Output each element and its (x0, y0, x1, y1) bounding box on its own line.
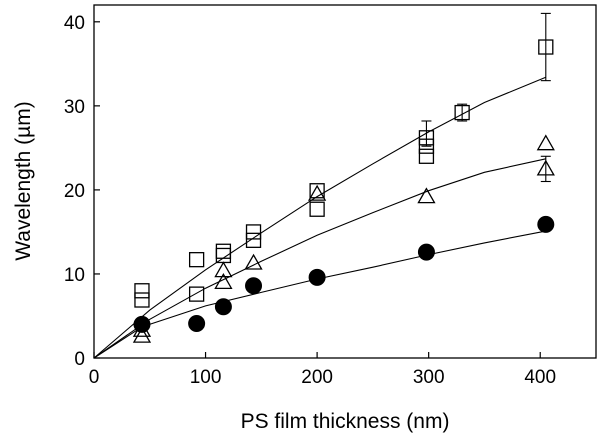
point-open-square-5 (215, 247, 232, 264)
point-open-triangle-2 (214, 273, 233, 290)
fit-lines (93, 76, 547, 359)
plot-frame (93, 4, 597, 359)
x-tick-label-1: 100 (190, 367, 222, 388)
point-open-triangle-0 (132, 326, 152, 343)
x-tick-label-2: 200 (301, 367, 333, 388)
point-open-square-12 (418, 130, 435, 146)
point-filled-circle-1 (188, 315, 206, 333)
x-tick-label-0: 0 (89, 367, 100, 388)
error-bar-open-square-2 (540, 12, 551, 82)
y-tick-label-1: 10 (64, 265, 85, 286)
point-open-triangle-6 (417, 187, 436, 204)
point-filled-circle-2 (214, 298, 232, 316)
point-open-square-11 (418, 138, 435, 154)
error-bar-open-square-0 (421, 120, 432, 147)
y-tick-label-2: 20 (64, 181, 85, 202)
x-tick-label-4: 400 (524, 367, 556, 388)
fit-line-open-triangle (93, 158, 546, 359)
point-open-square-6 (245, 232, 262, 248)
axes (93, 4, 597, 359)
error-bars (421, 12, 551, 183)
point-filled-circle-6 (537, 215, 555, 233)
fit-line-open-square (93, 76, 547, 359)
point-open-square-3 (188, 252, 205, 268)
data-points (132, 39, 555, 343)
point-filled-circle-5 (417, 243, 435, 261)
point-filled-circle-3 (245, 277, 263, 295)
point-open-square-13 (454, 104, 470, 121)
point-open-triangle-3 (214, 261, 233, 278)
point-open-square-10 (418, 148, 435, 164)
point-open-square-7 (245, 224, 262, 240)
x-axis-title: PS film thickness (nm) (241, 410, 450, 433)
point-open-square-0 (134, 292, 150, 308)
point-filled-circle-0 (133, 315, 151, 333)
point-open-triangle-5 (307, 184, 327, 201)
point-open-square-1 (134, 283, 150, 299)
y-tick-label-3: 30 (64, 97, 85, 118)
y-tick-label-0: 0 (74, 349, 85, 370)
error-bar-open-square-1 (457, 103, 468, 122)
point-open-square-8 (309, 201, 325, 217)
point-open-triangle-4 (244, 253, 263, 270)
point-open-triangle-8 (536, 134, 555, 151)
y-axis-title: Wavelength (µm) (12, 101, 35, 261)
y-tick-label-4: 40 (64, 13, 85, 34)
point-open-triangle-7 (536, 159, 555, 176)
ticks: 0 100 200 300 400 0 10 20 30 40 (64, 13, 556, 388)
point-open-square-2 (188, 286, 205, 302)
x-tick-label-3: 300 (413, 367, 445, 388)
point-filled-circle-4 (308, 268, 326, 286)
point-open-square-14 (538, 39, 554, 55)
point-open-square-9 (309, 183, 325, 199)
fit-line-filled-circle (93, 230, 546, 359)
